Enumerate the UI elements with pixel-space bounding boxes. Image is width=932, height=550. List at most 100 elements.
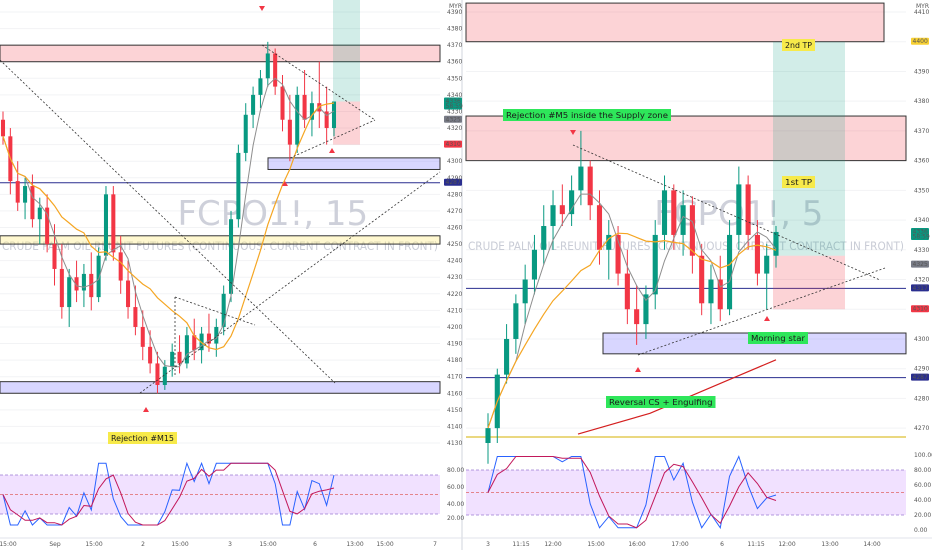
candle xyxy=(745,175,751,250)
candle xyxy=(15,161,20,211)
time-axis-tick: 16:00 xyxy=(628,541,645,548)
price-axis-tick: 4200 xyxy=(447,324,462,331)
price-axis-tick: 4360 xyxy=(914,158,929,165)
candle-body xyxy=(67,277,72,308)
price-badge-value: 4336 xyxy=(913,228,928,235)
candle-body xyxy=(550,205,556,227)
candle-body xyxy=(155,363,160,385)
candle xyxy=(559,184,565,227)
annotation-text: 1st TP xyxy=(785,178,813,187)
signal-arrow xyxy=(570,130,576,135)
time-axis-tick: 14:00 xyxy=(863,541,880,548)
price-badge-value: 4310 xyxy=(913,306,928,313)
time-axis-tick: 15:00 xyxy=(587,541,604,548)
price-axis-tick: 4230 xyxy=(447,274,462,281)
time-axis-tick: 15:00 xyxy=(0,541,17,548)
candle-body xyxy=(23,186,28,203)
candle-body xyxy=(126,280,131,308)
candle-body xyxy=(745,184,751,235)
price-axis-tick: 4320 xyxy=(447,125,462,132)
price-badge: 4287 xyxy=(911,373,929,381)
annotation-label: 1st TP xyxy=(782,176,815,188)
candle xyxy=(504,324,510,384)
stoch-k-line xyxy=(2,461,335,526)
candle xyxy=(52,224,57,286)
signal-arrow xyxy=(764,316,770,321)
oscillator-panel: 100.00 80.00 60.00 40.00 20.00 0.00 xyxy=(466,452,932,534)
candle-body xyxy=(287,119,292,145)
price-badge-countdown: 58:59 xyxy=(446,103,463,110)
price-badge-countdown: 58:59 xyxy=(913,233,930,240)
time-axis-tick: 15:00 xyxy=(259,541,276,548)
candle-body xyxy=(596,205,603,250)
candle-body xyxy=(280,86,285,120)
candle-body xyxy=(302,94,307,120)
candle-body xyxy=(0,119,6,137)
candle xyxy=(615,226,621,286)
candle-body xyxy=(689,205,695,256)
candle-body xyxy=(162,366,167,385)
candle xyxy=(206,313,211,352)
price-badge-value: 4325 xyxy=(913,261,928,268)
candle-body xyxy=(15,181,20,203)
demand-zone xyxy=(0,381,441,394)
candle xyxy=(578,130,584,206)
price-badge: 4317 xyxy=(911,284,929,292)
time-axis-tick: 15:00 xyxy=(376,541,393,548)
time-axis-tick: 17:00 xyxy=(671,541,688,548)
annotation-label: Rejection #M15 xyxy=(108,432,177,444)
price-axis-tick: 4410 xyxy=(914,9,929,16)
annotation-bg xyxy=(606,396,716,408)
candle xyxy=(81,263,86,308)
candle-body xyxy=(148,346,153,364)
candle xyxy=(103,186,109,261)
price-badge: 4400 xyxy=(911,37,929,45)
price-axis-tick: 4150 xyxy=(447,407,462,414)
price-badge-bg xyxy=(911,284,929,292)
candle xyxy=(717,255,723,322)
time-axis-tick: 12:00 xyxy=(778,541,795,548)
annotation-text: Morning star xyxy=(751,334,806,343)
candle-body xyxy=(578,166,584,191)
candle xyxy=(754,220,760,286)
price-badge-value: 4287 xyxy=(446,179,461,186)
price-axis-tick: 4370 xyxy=(447,42,462,49)
signal-arrow xyxy=(143,407,149,412)
candle xyxy=(736,166,742,250)
price-badge-bg xyxy=(911,305,929,313)
price-axis-tick: 4270 xyxy=(447,208,462,215)
candle xyxy=(652,220,658,310)
candle xyxy=(133,285,138,336)
annotation-text: 2nd TP xyxy=(785,41,812,50)
candle-body xyxy=(671,190,677,235)
time-axis-tick: 15:00 xyxy=(171,541,188,548)
price-badge-bg xyxy=(444,115,462,123)
candle xyxy=(74,260,79,303)
oscillator-axis-tick: 0.00 xyxy=(914,527,928,534)
candle xyxy=(541,205,547,265)
candle-body xyxy=(30,186,35,220)
price-badge-bg xyxy=(444,140,462,148)
price-axis-tick: 4250 xyxy=(447,241,462,248)
price-axis-tick: 4300 xyxy=(914,336,929,343)
candle xyxy=(522,264,528,325)
yellow-zone xyxy=(0,235,441,245)
currency-label: MYR xyxy=(916,3,929,10)
oscillator-axis-tick: 100.00 xyxy=(914,452,932,459)
candle-body xyxy=(680,205,686,235)
price-axis-tick: 4140 xyxy=(447,423,462,430)
candle xyxy=(177,335,182,374)
price-badge-bg xyxy=(911,373,929,381)
candle-body xyxy=(331,101,337,129)
price-badge-bg xyxy=(444,178,462,186)
time-axis-tick: 3 xyxy=(228,541,232,548)
annotation-label: Reversal CS + Engulfing xyxy=(606,396,716,408)
candle xyxy=(485,413,491,464)
candle xyxy=(265,41,270,87)
long-stop-box xyxy=(333,101,360,145)
candle-body xyxy=(177,351,182,364)
signal-arrow xyxy=(329,148,335,153)
price-badge-bg xyxy=(911,227,929,240)
